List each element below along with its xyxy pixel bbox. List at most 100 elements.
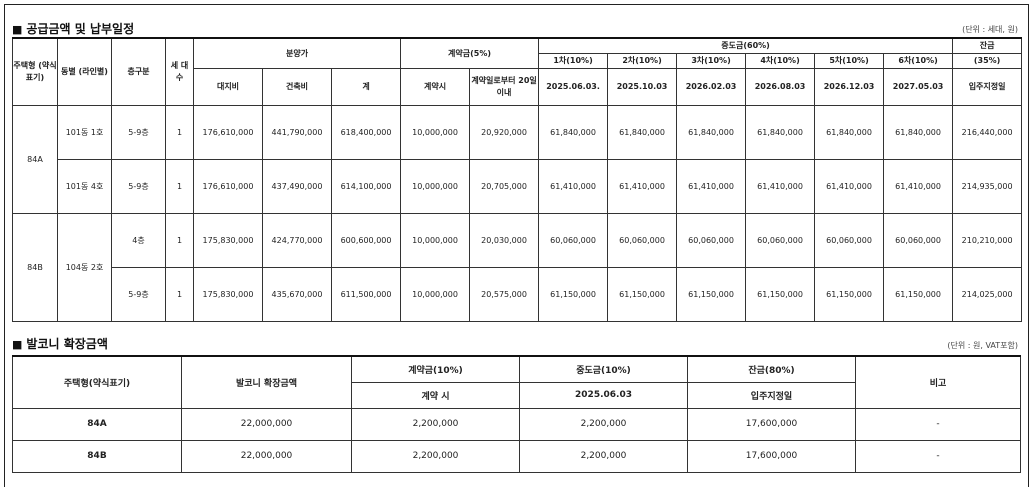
balcony-cell-type: 84B	[12, 439, 182, 473]
table-row: 5-9층 1 175,830,000 435,670,000 611,500,0…	[13, 266, 1023, 322]
cell-interim-5: 61,150,000	[814, 266, 885, 322]
balcony-cell-balance: 17,600,000	[687, 407, 856, 441]
cell-dong: 104동 2호	[57, 212, 112, 322]
cell-floor: 5-9층	[111, 158, 166, 214]
header-total: 계	[330, 67, 402, 106]
cell-contract-at: 10,000,000	[400, 104, 471, 160]
balcony-header-balance-sub: 입주지정일	[687, 381, 856, 409]
header-interim-date-1: 2025.06.03.	[538, 67, 609, 106]
header-type: 주택형 (약식 표기)	[12, 37, 58, 106]
cell-interim-5: 61,840,000	[814, 104, 885, 160]
cell-contract-at: 10,000,000	[400, 158, 471, 214]
cell-interim-3: 60,060,000	[676, 212, 747, 268]
header-interim-3: 3차(10%)	[676, 52, 747, 69]
header-interim-2: 2차(10%)	[607, 52, 678, 69]
cell-building: 435,670,000	[262, 266, 332, 322]
header-households: 세 대 수	[165, 37, 194, 106]
header-interim-1: 1차(10%)	[538, 52, 609, 69]
cell-balance: 210,210,000	[952, 212, 1023, 268]
cell-interim-3: 61,840,000	[676, 104, 747, 160]
cell-balance: 214,025,000	[952, 266, 1023, 322]
header-contract-20: 계약일로부터 20일 이내	[469, 67, 540, 106]
header-balance-pct: (35%)	[952, 52, 1023, 69]
header-balance-group: 잔금	[952, 37, 1023, 54]
square-bullet-icon: ■	[12, 338, 23, 351]
header-interim-date-2: 2025.10.03	[607, 67, 678, 106]
cell-interim-1: 60,060,000	[538, 212, 609, 268]
header-dong: 동별 (라인별)	[57, 37, 112, 106]
cell-interim-3: 61,150,000	[676, 266, 747, 322]
balcony-cell-note: -	[855, 407, 1021, 441]
balcony-cell-note: -	[855, 439, 1021, 473]
cell-floor: 4층	[111, 212, 166, 268]
cell-interim-5: 60,060,000	[814, 212, 885, 268]
balcony-header-note: 비고	[855, 355, 1021, 409]
cell-interim-3: 61,410,000	[676, 158, 747, 214]
cell-dong: 101동 1호	[57, 104, 112, 160]
cell-interim-1: 61,410,000	[538, 158, 609, 214]
cell-interim-2: 61,410,000	[607, 158, 678, 214]
cell-dong: 101동 4호	[57, 158, 112, 214]
balcony-header-interim: 중도금(10%)	[519, 355, 688, 383]
cell-balance: 214,935,000	[952, 158, 1023, 214]
header-interim-date-3: 2026.02.03	[676, 67, 747, 106]
cell-interim-4: 60,060,000	[745, 212, 816, 268]
header-interim-group: 중도금(60%)	[538, 37, 954, 54]
balcony-cell-type: 84A	[12, 407, 182, 441]
cell-interim-1: 61,150,000	[538, 266, 609, 322]
supply-section-title: ■ 공급금액 및 납부일정	[12, 20, 134, 37]
cell-households: 1	[165, 104, 194, 160]
cell-households: 1	[165, 266, 194, 322]
table-row: 84B 104동 2호 4층 1 175,830,000 424,770,000…	[12, 212, 1023, 322]
cell-interim-2: 61,150,000	[607, 266, 678, 322]
table-row: 84A 101동 1호 5-9층 1 176,610,000 441,790,0…	[12, 104, 1023, 214]
balcony-header-amount: 발코니 확장금액	[181, 355, 352, 409]
cell-total: 611,500,000	[330, 266, 402, 322]
supply-schedule-table: 주택형 (약식 표기) 동별 (라인별) 층구분 세 대 수 분양가 계약금(5…	[12, 37, 1023, 322]
header-interim-4: 4차(10%)	[745, 52, 816, 69]
cell-interim-4: 61,150,000	[745, 266, 816, 322]
header-interim-date-4: 2026.08.03	[745, 67, 816, 106]
cell-interim-5: 61,410,000	[814, 158, 885, 214]
balcony-table: 주택형(약식표기) 발코니 확장금액 계약금(10%) 중도금(10%) 잔금(…	[12, 355, 1021, 473]
cell-contract-20: 20,575,000	[469, 266, 540, 322]
balcony-cell-amount: 22,000,000	[181, 439, 352, 473]
cell-building: 441,790,000	[262, 104, 332, 160]
cell-interim-2: 60,060,000	[607, 212, 678, 268]
cell-contract-20: 20,705,000	[469, 158, 540, 214]
cell-land: 175,830,000	[193, 212, 263, 268]
cell-interim-2: 61,840,000	[607, 104, 678, 160]
balcony-cell-balance: 17,600,000	[687, 439, 856, 473]
cell-interim-4: 61,410,000	[745, 158, 816, 214]
cell-total: 600,600,000	[330, 212, 402, 268]
balcony-cell-amount: 22,000,000	[181, 407, 352, 441]
cell-contract-at: 10,000,000	[400, 266, 471, 322]
balcony-cell-interim: 2,200,000	[519, 407, 688, 441]
cell-total: 618,400,000	[330, 104, 402, 160]
header-interim-5: 5차(10%)	[814, 52, 885, 69]
cell-households: 1	[165, 158, 194, 214]
cell-interim-6: 61,410,000	[883, 158, 954, 214]
table-row: 101동 4호 5-9층 1 176,610,000 437,490,000 6…	[13, 158, 1023, 214]
cell-interim-4: 61,840,000	[745, 104, 816, 160]
header-contract-group: 계약금(5%)	[400, 37, 540, 69]
balcony-header-contract: 계약금(10%)	[351, 355, 520, 383]
header-interim-date-5: 2026.12.03	[814, 67, 885, 106]
header-contract-at: 계약시	[400, 67, 471, 106]
header-price-group: 분양가	[192, 37, 402, 69]
balcony-header-type: 주택형(약식표기)	[12, 355, 182, 409]
header-interim-6: 6차(10%)	[883, 52, 954, 69]
supply-unit-note: (단위 : 세대, 원)	[962, 25, 1018, 34]
cell-contract-20: 20,030,000	[469, 212, 540, 268]
document-frame	[4, 4, 1029, 487]
cell-interim-6: 60,060,000	[883, 212, 954, 268]
table-row: 84A 22,000,000 2,200,000 2,200,000 17,60…	[12, 407, 1021, 441]
balcony-header-balance: 잔금(80%)	[687, 355, 856, 383]
cell-building: 437,490,000	[262, 158, 332, 214]
cell-contract-20: 20,920,000	[469, 104, 540, 160]
supply-title-text: 공급금액 및 납부일정	[26, 22, 135, 36]
cell-floor: 5-9층	[111, 104, 166, 160]
cell-land: 175,830,000	[193, 266, 263, 322]
balcony-cell-contract: 2,200,000	[351, 439, 520, 473]
balcony-header-interim-sub: 2025.06.03	[519, 381, 688, 409]
